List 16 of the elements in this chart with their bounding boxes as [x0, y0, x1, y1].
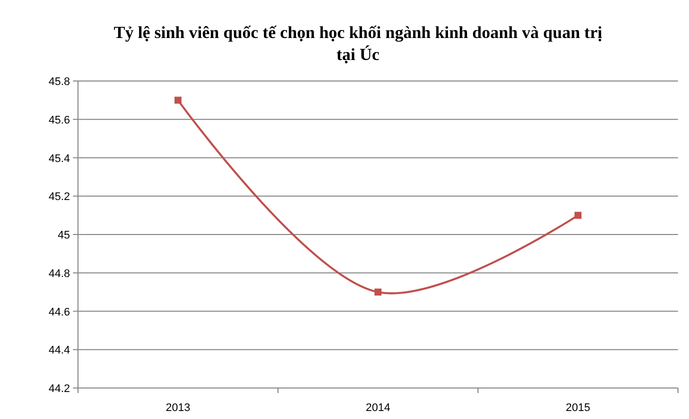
y-tick-label: 45.2 [48, 191, 70, 204]
y-tick-label: 45.8 [48, 76, 70, 88]
y-tick-label: 45.4 [48, 152, 70, 165]
y-tick-label: 44.4 [48, 344, 70, 357]
point [574, 212, 582, 219]
point [374, 288, 382, 296]
chart-title: Tỷ lệ sinh viên quốc tế chọn học khối ngành kinh doanh và quan trị tại Úc [114, 23, 602, 64]
x-tick-label: 2013 [166, 402, 190, 414]
y-tick-label: 44.6 [48, 306, 70, 318]
x-tick-label: 2014 [366, 402, 390, 414]
y-tick-label: 44.8 [48, 268, 70, 280]
y-tick-label: 45 [58, 230, 70, 242]
x-tick-label: 2015 [566, 402, 590, 414]
point [174, 96, 182, 104]
y-tick-label: 44.2 [48, 383, 70, 395]
y-tick-label: 45.6 [48, 114, 70, 126]
